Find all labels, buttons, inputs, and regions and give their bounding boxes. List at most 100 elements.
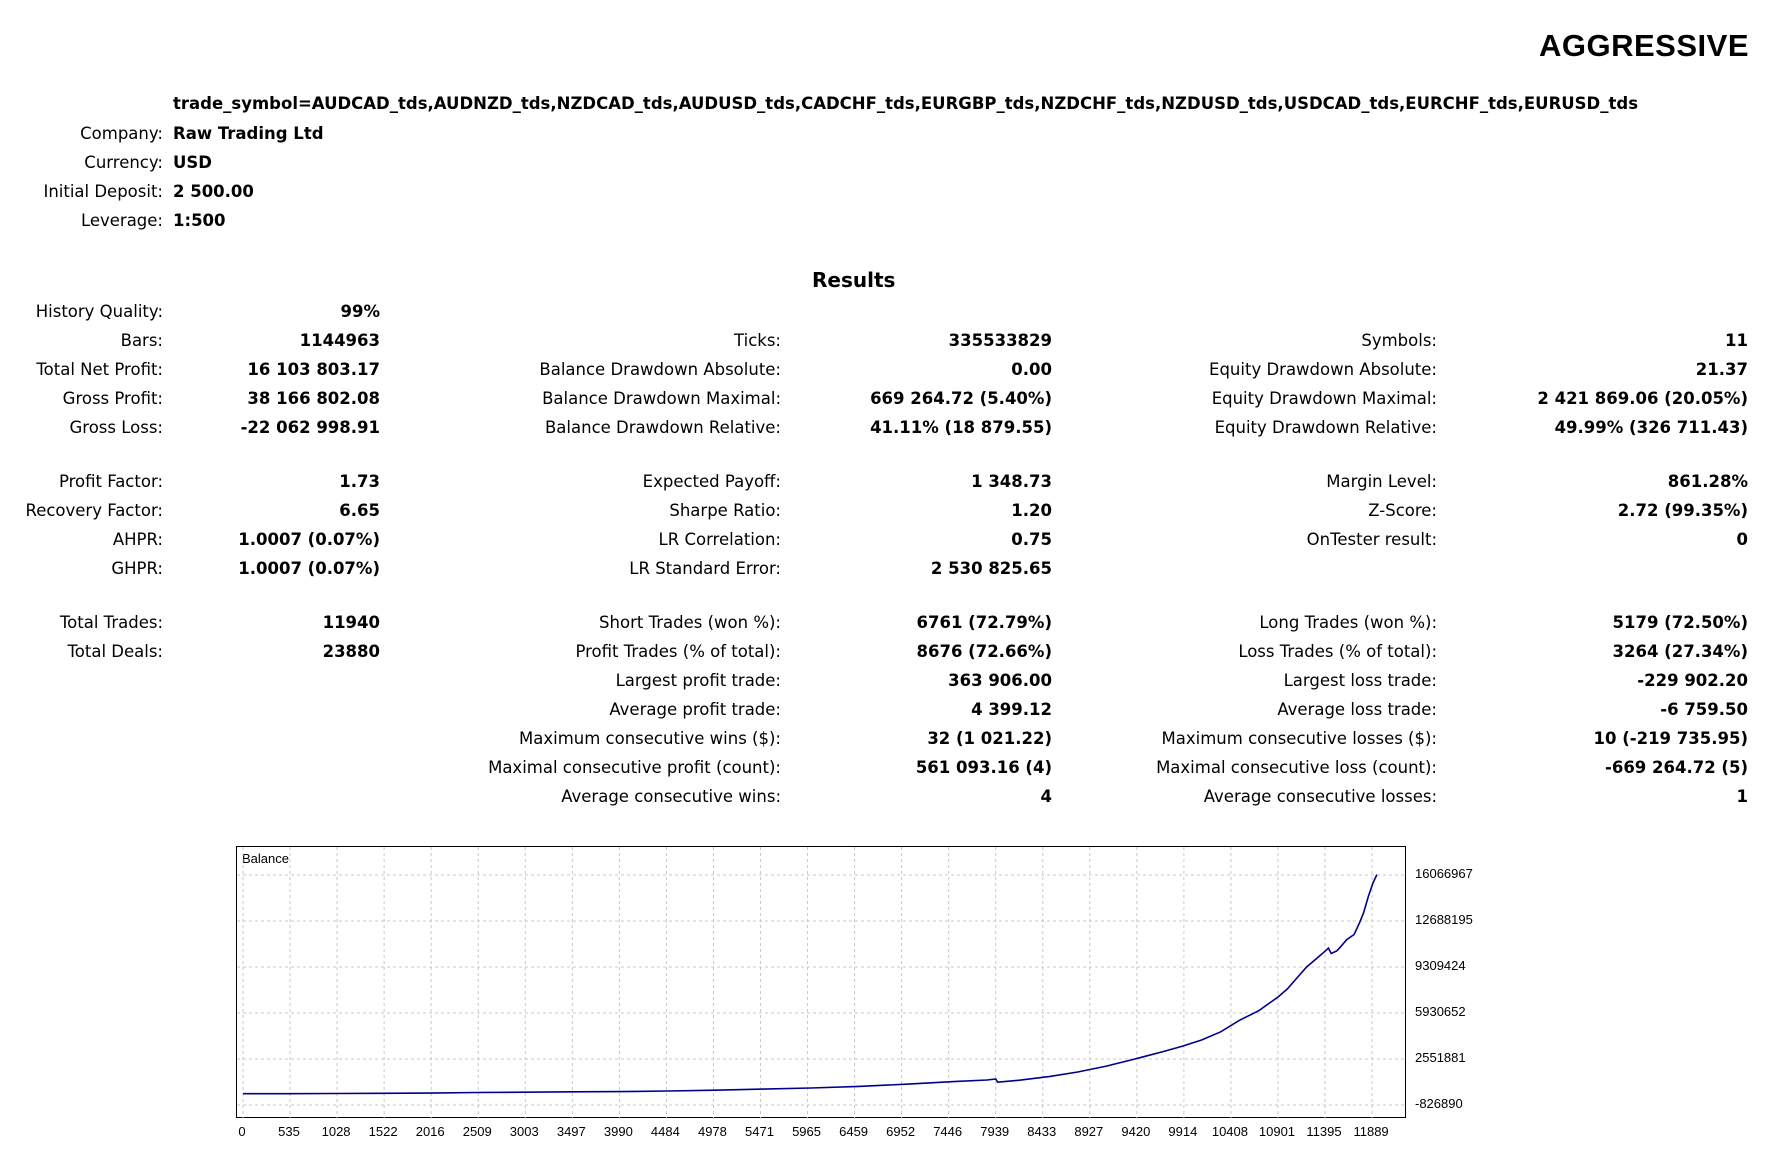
y-tick-label: 16066967 [1415, 866, 1473, 881]
param-label: Initial Deposit: [43, 182, 163, 201]
stat-label: Long Trades (won %): [1259, 613, 1437, 632]
stat-label: LR Standard Error: [629, 559, 781, 578]
results-title: Results [812, 268, 896, 292]
x-tick-label: 7446 [933, 1124, 963, 1139]
x-tick-label: 535 [278, 1124, 300, 1139]
param-value: USD [173, 153, 212, 172]
stat-label: Largest loss trade: [1283, 671, 1437, 690]
stat-value: 0.00 [1011, 360, 1052, 379]
stat-label: Total Net Profit: [36, 360, 163, 379]
stat-value: 3264 (27.34%) [1612, 642, 1748, 661]
param-label: Leverage: [80, 211, 163, 230]
stat-label: Average consecutive wins: [561, 787, 781, 806]
stat-label: Margin Level: [1326, 472, 1437, 491]
stat-label: Z-Score: [1368, 501, 1437, 520]
stat-value: 41.11% (18 879.55) [870, 418, 1052, 437]
stat-label: Equity Drawdown Relative: [1214, 418, 1437, 437]
param-value: Raw Trading Ltd [173, 124, 324, 143]
stat-label: Total Deals: [67, 642, 164, 661]
y-tick-label: 12688195 [1415, 912, 1473, 927]
x-tick-label: 9420 [1121, 1124, 1151, 1139]
x-tick-label: 2016 [415, 1124, 445, 1139]
stat-label: Profit Factor: [58, 472, 163, 491]
stat-label: Expected Payoff: [642, 472, 781, 491]
x-tick-label: 6952 [886, 1124, 916, 1139]
stat-value: 335533829 [948, 331, 1052, 350]
stat-value: 1.20 [1011, 501, 1052, 520]
stat-value: -6 759.50 [1660, 700, 1748, 719]
param-value: 2 500.00 [173, 182, 254, 201]
x-tick-label: 9914 [1168, 1124, 1198, 1139]
stat-value: 1.0007 (0.07%) [238, 530, 380, 549]
stat-label: OnTester result: [1306, 530, 1437, 549]
param-label: Currency: [84, 153, 163, 172]
x-tick-label: 2509 [462, 1124, 492, 1139]
stat-value: 2 530 825.65 [930, 559, 1052, 578]
stat-label: Equity Drawdown Absolute: [1209, 360, 1437, 379]
stat-value: 99% [340, 302, 381, 321]
x-tick-label: 8927 [1074, 1124, 1104, 1139]
stat-label: Gross Loss: [69, 418, 164, 437]
stat-value: 6761 (72.79%) [916, 613, 1052, 632]
x-tick-label: 8433 [1027, 1124, 1057, 1139]
stat-label: Symbols: [1361, 331, 1437, 350]
x-tick-label: 10901 [1258, 1124, 1296, 1139]
stat-label: Balance Drawdown Maximal: [542, 389, 781, 408]
stat-value: 1144963 [299, 331, 380, 350]
stat-value: 2.72 (99.35%) [1617, 501, 1748, 520]
stat-value: 4 [1040, 787, 1052, 806]
x-tick-label: 1028 [321, 1124, 351, 1139]
stat-value: -669 264.72 (5) [1604, 758, 1748, 777]
stat-label: Average consecutive losses: [1203, 787, 1437, 806]
stat-value: 10 (-219 735.95) [1593, 729, 1749, 748]
x-tick-label: 11395 [1306, 1124, 1342, 1139]
x-tick-label: 3003 [509, 1124, 539, 1139]
stat-value: 16 103 803.17 [247, 360, 380, 379]
stat-value: 1.0007 (0.07%) [238, 559, 380, 578]
stat-value: 2 421 869.06 (20.05%) [1537, 389, 1748, 408]
stat-label: Sharpe Ratio: [669, 501, 781, 520]
stat-value: 11940 [322, 613, 380, 632]
y-tick-label: -826890 [1415, 1096, 1463, 1111]
stat-value: 11 [1725, 331, 1748, 350]
stat-value: 49.99% (326 711.43) [1554, 418, 1748, 437]
report-title: AGGRESSIVE [1539, 28, 1749, 63]
stat-label: History Quality: [35, 302, 163, 321]
balance-line [243, 874, 1378, 1095]
stat-value: -22 062 998.91 [240, 418, 380, 437]
stat-value: 669 264.72 (5.40%) [870, 389, 1052, 408]
stat-label: Ticks: [734, 331, 781, 350]
x-tick-label: 4978 [697, 1124, 727, 1139]
param-value: 1:500 [173, 211, 226, 230]
stat-label: Largest profit trade: [615, 671, 781, 690]
stat-label: Average loss trade: [1277, 700, 1437, 719]
param-label: Company: [80, 124, 163, 143]
stat-value: 1 348.73 [971, 472, 1052, 491]
y-tick-label: 5930652 [1415, 1004, 1466, 1019]
stat-value: 8676 (72.66%) [916, 642, 1052, 661]
stat-value: 1 [1736, 787, 1748, 806]
x-tick-label: 5471 [745, 1124, 774, 1139]
stat-value: 32 (1 021.22) [927, 729, 1052, 748]
stat-label: Maximal consecutive profit (count): [488, 758, 781, 777]
x-tick-label: 3990 [603, 1124, 633, 1139]
stat-value: 23880 [322, 642, 380, 661]
x-tick-label: 6459 [839, 1124, 869, 1139]
stat-label: GHPR: [111, 559, 163, 578]
stat-label: Gross Profit: [62, 389, 163, 408]
param-value: trade_symbol=AUDCAD_tds,AUDNZD_tds,NZDCA… [173, 94, 1639, 113]
x-tick-label: 4484 [650, 1124, 680, 1139]
x-tick-label: 5965 [792, 1124, 821, 1139]
stat-label: Total Trades: [59, 613, 163, 632]
stat-label: Profit Trades (% of total): [575, 642, 781, 661]
balance-chart: Balance [236, 846, 1407, 1119]
stat-label: Maximal consecutive loss (count): [1156, 758, 1437, 777]
stat-label: Short Trades (won %): [599, 613, 781, 632]
stat-value: 0.75 [1011, 530, 1052, 549]
x-tick-label: 1522 [368, 1124, 398, 1139]
stat-label: Equity Drawdown Maximal: [1211, 389, 1437, 408]
stat-value: 21.37 [1695, 360, 1748, 379]
y-tick-label: 2551881 [1415, 1050, 1466, 1065]
stat-label: LR Correlation: [658, 530, 781, 549]
stat-value: 6.65 [339, 501, 380, 520]
